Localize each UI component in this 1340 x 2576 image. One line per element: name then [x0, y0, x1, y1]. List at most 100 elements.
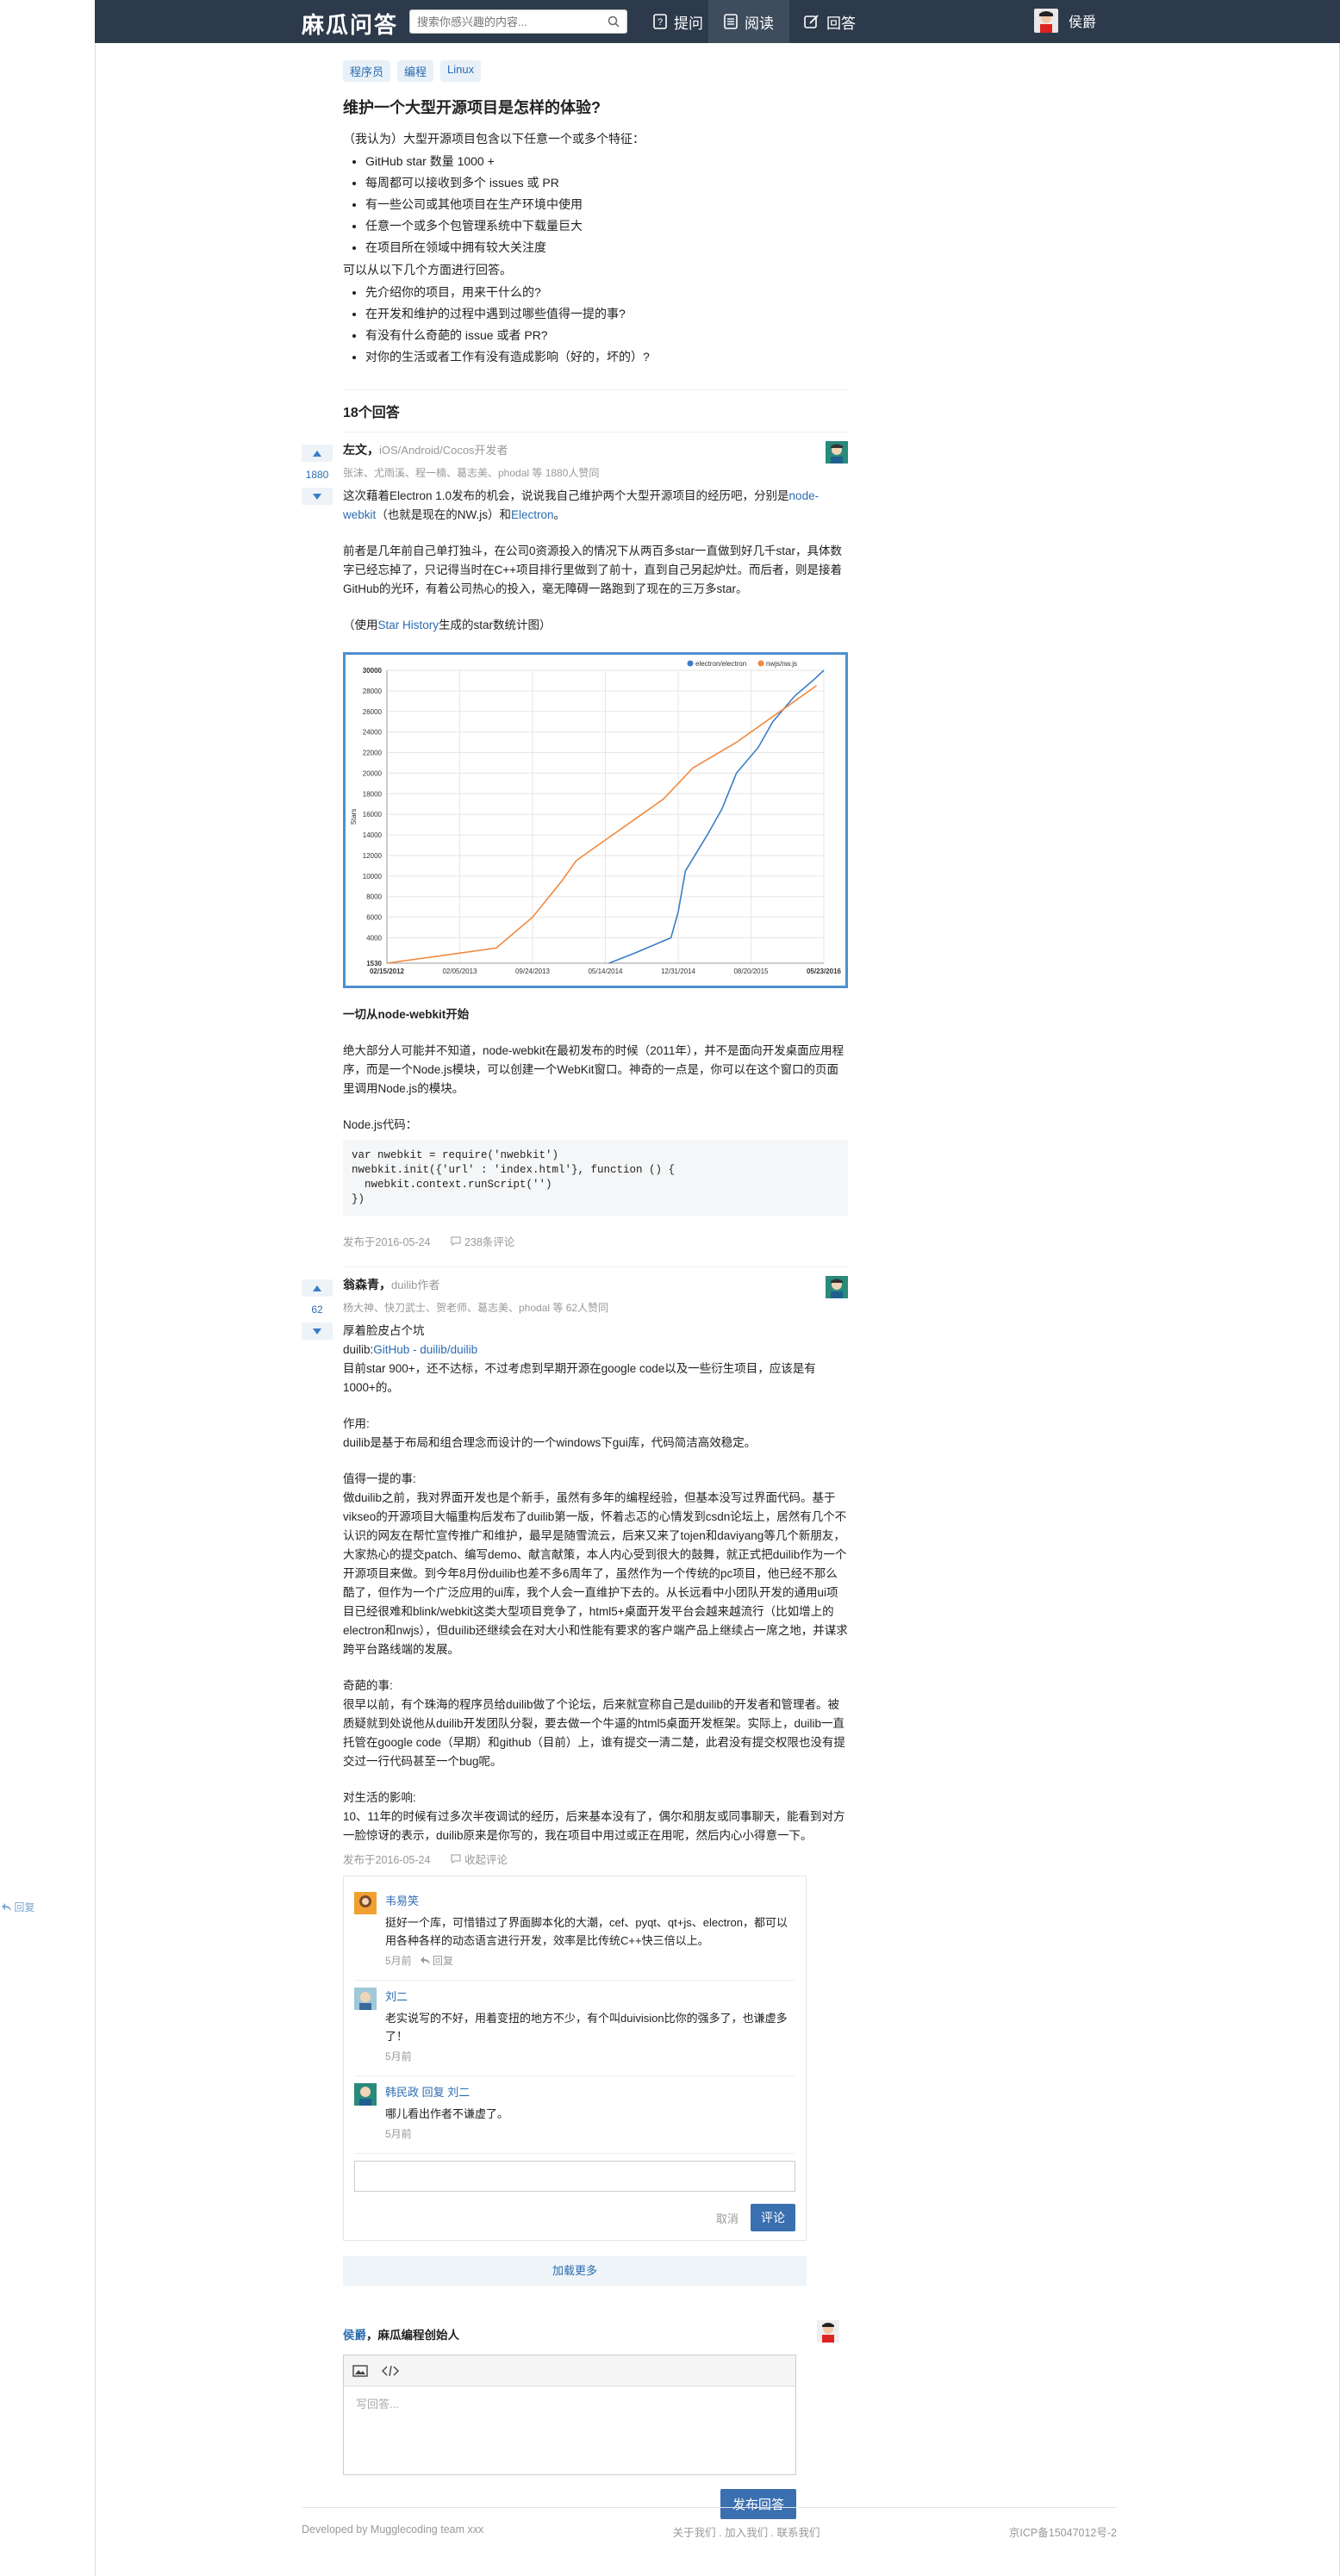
commenter-name[interactable]: 刘二 [385, 1990, 408, 2003]
question-body: （我认为）大型开源项目包含以下任意一个或多个特征： GitHub star 数量… [343, 130, 848, 365]
answer-textarea[interactable]: 写回答... [356, 2398, 399, 2411]
upvote-button[interactable] [302, 445, 333, 462]
answer-card: 62 翁森青，duilib作者 杨大神、快刀武士、贺老师、葛志美、phodal … [302, 1276, 848, 2294]
code-icon[interactable] [382, 2365, 399, 2377]
x-tick-label: 08/20/2015 [733, 968, 769, 975]
footer-credit: Developed by Mugglecoding team xxx [302, 2523, 484, 2536]
y-tick-label: 10000 [363, 873, 383, 880]
answer-subhead: 对生活的影响: [343, 1791, 416, 1804]
link-duilib-github[interactable]: GitHub - duilib/duilib [373, 1343, 478, 1356]
load-more-button[interactable]: 加载更多 [343, 2256, 807, 2286]
svg-text:?: ? [658, 17, 663, 28]
reply-to[interactable]: 回复 刘二 [421, 2086, 471, 2099]
question-middle: 可以从以下几个方面进行回答。 [343, 263, 512, 277]
nav-answer-label: 回答 [826, 15, 856, 32]
collapse-label: 收起评论 [464, 1854, 508, 1866]
x-tick-label: 05/14/2014 [588, 968, 623, 975]
y-tick-label: 12000 [363, 852, 383, 860]
footer: Developed by Mugglecoding team xxx 关于我们 … [302, 2507, 1117, 2540]
edit-icon [804, 15, 819, 28]
image-icon[interactable] [352, 2364, 368, 2377]
nav-answer[interactable]: 回答 [788, 0, 871, 43]
comments-toggle[interactable]: 238条评论 [451, 1233, 514, 1249]
comment-text: 老实说写的不好，用着变扭的地方不少，有个叫duivision比你的强多了，也谦虚… [385, 2012, 788, 2043]
commenter-avatar[interactable] [354, 2083, 377, 2106]
y-tick-label: 4000 [366, 935, 382, 943]
search-box[interactable] [409, 9, 627, 34]
side-reply-link[interactable]: 回复 [2, 1900, 34, 1914]
my-answer-section: 侯爵，麻瓜编程创始人 写回答... 发布回答 [343, 2320, 848, 2519]
star-history-chart: 30000 28000 26000 24000 22000 20000 18000 16000… [343, 652, 848, 988]
x-tick-label: 02/15/2012 [370, 968, 405, 975]
nav-ask[interactable]: ? 提问 [638, 0, 719, 43]
user-menu[interactable]: 侯爵 [1034, 9, 1096, 33]
nav-read[interactable]: 阅读 [708, 0, 789, 43]
list-item: GitHub star 数量 1000 + [365, 152, 848, 170]
reply-label: 回复 [433, 1955, 454, 1967]
answer-editor[interactable]: 写回答... [343, 2355, 796, 2475]
my-name[interactable]: 侯爵 [343, 2329, 366, 2342]
answer-subhead: 值得一提的事: [343, 1472, 416, 1485]
list-item: 在项目所在领域中拥有较大关注度 [365, 239, 848, 256]
legend-marker [757, 660, 764, 667]
comment-input[interactable] [354, 2161, 795, 2192]
commenter-avatar[interactable] [354, 1988, 377, 2010]
my-answer-author: 侯爵，麻瓜编程创始人 [343, 2325, 848, 2343]
answer-subhead: 作用: [343, 1417, 370, 1430]
vote-widget: 1880 [300, 445, 334, 505]
link-star-history[interactable]: Star History [377, 619, 439, 632]
comment-text: 挺好一个库，可惜错过了界面脚本化的大潮，cef、pyqt、qt+js、elect… [385, 1916, 788, 1947]
publish-answer-button[interactable]: 发布回答 [720, 2489, 796, 2519]
legend-label: electron/electron [695, 660, 746, 668]
user-name: 侯爵 [1069, 16, 1097, 30]
answer-paragraph: 很早以前，有个珠海的程序员给duilib做了个论坛，后来就宣称自己是duilib… [343, 1698, 845, 1768]
link-node-webkit[interactable]: node-webkit [343, 489, 820, 521]
downvote-button[interactable] [302, 488, 333, 505]
x-tick-label: 05/23/2016 [807, 968, 842, 975]
commenter-name[interactable]: 韩民政 [385, 2086, 420, 2099]
footer-links[interactable]: 关于我们 . 加入我们 . 联系我们 [672, 2527, 820, 2539]
arrow-up-icon [313, 450, 321, 457]
author-avatar[interactable] [826, 441, 848, 464]
list-item: 在开发和维护的过程中遇到过哪些值得一提的事? [365, 305, 848, 322]
search-icon[interactable] [608, 16, 620, 28]
question-title: 维护一个大型开源项目是怎样的体验? [343, 99, 601, 116]
cancel-button[interactable]: 取消 [715, 2212, 739, 2225]
link-electron[interactable]: Electron [511, 508, 554, 521]
author-bio: iOS/Android/Cocos开发者 [379, 444, 508, 457]
tag-linux[interactable]: Linux [440, 60, 482, 82]
editor-toolbar [344, 2355, 795, 2386]
submit-comment-button[interactable]: 评论 [751, 2204, 795, 2231]
y-tick-label: 24000 [363, 729, 383, 737]
reply-link[interactable]: 回复 [420, 1955, 454, 1967]
voters-line[interactable]: 张沫、尤雨溪、程一楠、葛志美、phodal 等 1880人赞同 [343, 467, 600, 479]
comment-panel: 韦易笑 挺好一个库，可惜错过了界面脚本化的大潮，cef、pyqt、qt+js、e… [343, 1876, 807, 2241]
read-icon [724, 14, 738, 29]
answer-count: 18个回答 [343, 389, 848, 432]
answer-text: （使用 [343, 619, 378, 632]
author-name[interactable]: 翁森青 [343, 1278, 379, 1291]
tag-coding[interactable]: 编程 [397, 60, 434, 82]
author-bio: duilib作者 [391, 1279, 440, 1291]
tag-programmer[interactable]: 程序员 [343, 60, 391, 82]
author-name[interactable]: 左文 [343, 443, 367, 457]
code-line: nwebkit.context.runScript('') [352, 1179, 552, 1191]
upvote-button[interactable] [302, 1279, 333, 1297]
y-tick-label: 14000 [363, 831, 383, 839]
my-avatar [817, 2320, 839, 2343]
collapse-comments[interactable]: 收起评论 [451, 1851, 508, 1867]
downvote-button[interactable] [302, 1322, 333, 1340]
list-item: 每周都可以接收到多个 issues 或 PR [365, 174, 848, 191]
commenter-avatar[interactable] [354, 1892, 377, 1914]
brand-logo[interactable]: 麻瓜问答 [302, 12, 399, 38]
answer-paragraph: duilib是基于布局和组合理念而设计的一个windows下gui库，代码简洁高… [343, 1436, 757, 1449]
aspect-list: 先介绍你的项目，用来干什么的? 在开发和维护的过程中遇到过哪些值得一提的事? 有… [352, 283, 848, 365]
comment-time: 5月前 [385, 2050, 412, 2063]
voters-line[interactable]: 杨大神、快刀武士、贺老师、葛志美、phodal 等 62人赞同 [343, 1302, 609, 1314]
series-line [386, 685, 817, 964]
search-input[interactable] [410, 10, 591, 33]
side-reply-label: 回复 [14, 1901, 35, 1913]
commenter-name[interactable]: 韦易笑 [385, 1895, 420, 1907]
author-avatar[interactable] [826, 1276, 848, 1298]
answer-paragraph: 目前star 900+，还不达标，不过考虑到早期开源在google code以及… [343, 1362, 816, 1394]
